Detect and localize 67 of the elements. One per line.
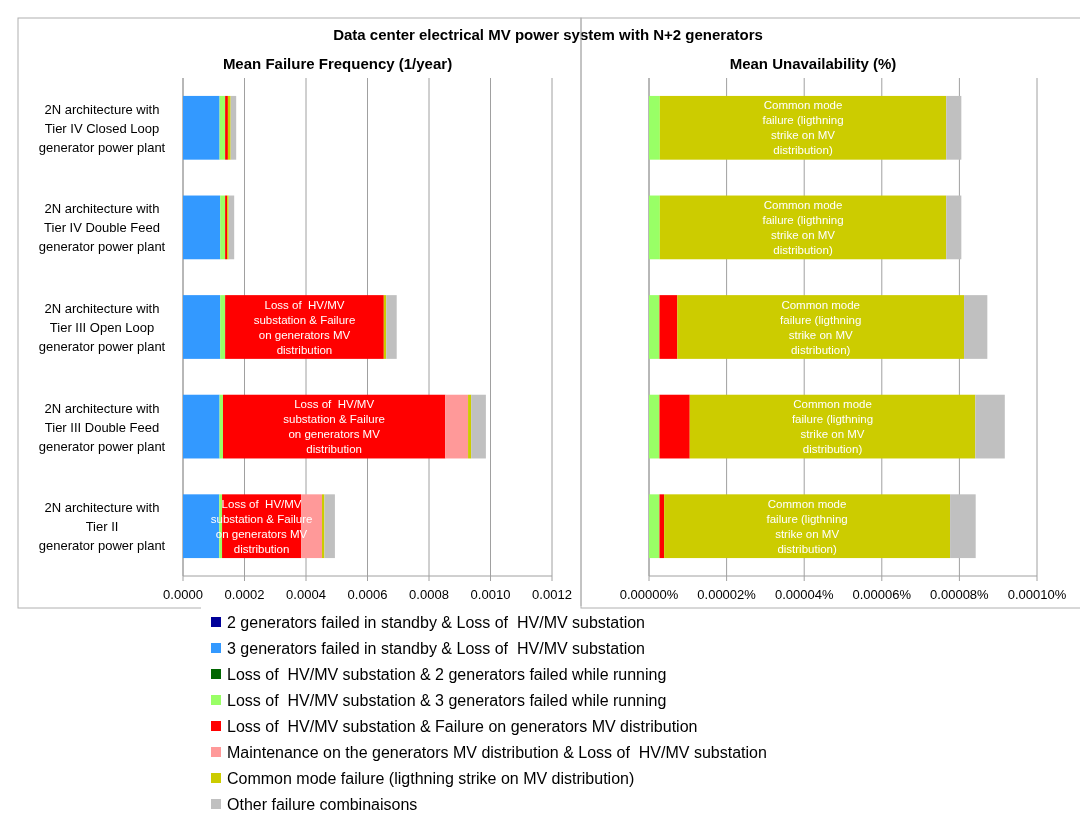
- data-label: Common mode failure (ligthning strike on MV distribution): [766, 497, 848, 555]
- x-tick-label: 0.0002: [224, 587, 265, 602]
- bar: [659, 95, 947, 160]
- bar: [649, 494, 660, 559]
- bar: [649, 195, 660, 260]
- bar: [659, 295, 678, 359]
- bar: [950, 494, 976, 559]
- x-tick-label: 0.00000%: [619, 587, 679, 602]
- bar: [677, 295, 965, 359]
- x-tick-label: 0.00004%: [774, 587, 834, 602]
- y-tick-label: 2N architecture with Tier III Double Feed generator power plant: [38, 400, 166, 454]
- y-tick-label: 2N architecture with Tier IV Double Feed generator power plant: [38, 201, 166, 255]
- text: Data center electrical MV power system with N+2 generators: [333, 26, 763, 43]
- data-label: Common mode failure (ligthning strike on MV distribution): [762, 198, 844, 256]
- legend-label: 2 generators failed in standby & Loss of HV/MV substation: [227, 614, 646, 631]
- x-tick-label: 0.00010%: [1007, 587, 1067, 602]
- x-tick-label: 0.0008: [409, 587, 449, 602]
- bar: [659, 394, 690, 459]
- legend-label: Loss of HV/MV substation & 3 generators failed while running: [227, 692, 667, 709]
- bar: [975, 394, 1005, 459]
- legend-label: Loss of HV/MV substation & Failure on generators MV distribution: [227, 718, 698, 735]
- data-label: Common mode failure (ligthning strike on MV distribution): [791, 398, 874, 456]
- bar: [220, 195, 226, 260]
- chart-title: Mean Failure Frequency (1/year): [222, 55, 453, 72]
- legend-label: Loss of HV/MV substation & 2 generators failed while running: [227, 666, 667, 683]
- data-label: Loss of HV/MV substation & Failure on generators MV distribution: [253, 298, 356, 356]
- bar: [230, 95, 237, 160]
- bar: [445, 394, 469, 459]
- bar: [664, 494, 951, 559]
- legend-label: Maintenance on the generators MV distribution & Loss of HV/MV substation: [227, 744, 767, 761]
- bar: [219, 95, 226, 160]
- bar: [220, 295, 226, 359]
- bar: [183, 95, 220, 160]
- bar: [689, 394, 976, 459]
- bar: [386, 295, 397, 359]
- bar: [946, 195, 962, 260]
- x-tick-label: 0.0010: [470, 587, 511, 602]
- bar: [183, 295, 221, 359]
- data-label: Common mode failure (ligthning strike on MV distribution): [780, 298, 862, 356]
- y-tick-label: 2N architecture with Tier II generator power plant: [38, 500, 166, 554]
- bar: [468, 394, 472, 459]
- bar: [649, 394, 660, 459]
- bar: [659, 494, 665, 559]
- bar: [946, 95, 962, 160]
- bar: [183, 195, 221, 260]
- legend-label: Common mode failure (ligthning strike on MV distribution): [227, 770, 635, 787]
- y-tick-label: 2N architecture with Tier III Open Loop generator power plant: [38, 301, 166, 354]
- chart-title: Mean Unavailability (%): [729, 55, 897, 72]
- y-tick-label: 2N architecture with Tier IV Closed Loop generator power plant: [38, 101, 166, 155]
- bar: [964, 295, 988, 359]
- bar: [659, 195, 947, 260]
- x-tick-label: 0.0012: [532, 587, 572, 602]
- x-tick-label: 0.0004: [286, 587, 326, 602]
- data-label: Loss of HV/MV substation & Failure on generators MV distribution: [283, 398, 385, 456]
- x-tick-label: 0.0006: [347, 587, 388, 602]
- bar: [649, 295, 660, 359]
- legend-label: Other failure combinaisons: [227, 796, 418, 813]
- bar: [649, 95, 660, 160]
- data-label: Common mode failure (ligthning strike on MV distribution): [762, 99, 844, 157]
- legend-label: 3 generators failed in standby & Loss of HV/MV substation: [227, 640, 646, 657]
- x-tick-label: 0.00002%: [697, 587, 757, 602]
- x-tick-label: 0.00006%: [852, 587, 912, 602]
- bar: [471, 394, 486, 459]
- bar: [324, 494, 335, 559]
- x-tick-label: 0.0000: [163, 587, 203, 602]
- x-tick-label: 0.00008%: [930, 587, 990, 602]
- bar: [183, 394, 220, 459]
